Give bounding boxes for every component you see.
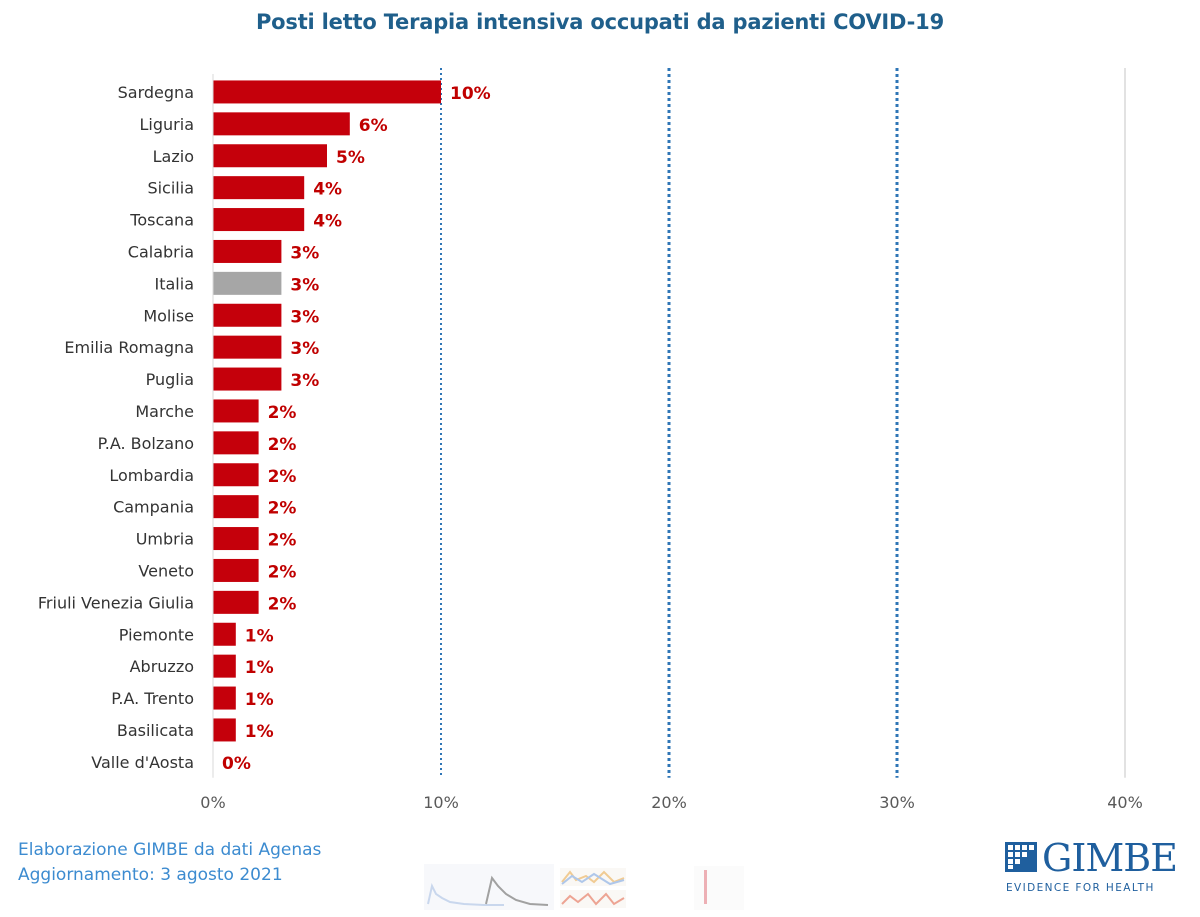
update-note: Aggiornamento: 3 agosto 2021 xyxy=(18,865,283,885)
bar xyxy=(213,112,350,136)
category-label: Liguria xyxy=(140,115,194,134)
bar xyxy=(213,303,282,327)
faded-thumbnails-strip xyxy=(424,864,744,910)
value-label: 10% xyxy=(450,84,491,104)
category-label: Umbria xyxy=(136,530,194,549)
category-label: Molise xyxy=(143,306,194,325)
bar xyxy=(213,686,236,710)
category-label: Italia xyxy=(155,274,195,293)
logo-wordmark: GIMBE xyxy=(1042,836,1178,880)
category-label: Valle d'Aosta xyxy=(91,753,194,772)
value-label: 1% xyxy=(245,690,274,710)
bar xyxy=(213,495,259,519)
bar xyxy=(213,335,282,359)
x-tick-label: 0% xyxy=(200,793,225,812)
x-tick-label: 30% xyxy=(879,793,915,812)
gimbe-logo: GIMBE EVIDENCE FOR HEALTH xyxy=(1005,836,1178,896)
bar xyxy=(213,239,282,263)
value-label: 2% xyxy=(268,467,297,487)
value-label: 2% xyxy=(268,562,297,582)
value-label: 0% xyxy=(222,754,251,774)
category-label: Marche xyxy=(135,402,194,421)
value-label: 3% xyxy=(290,275,319,295)
chart-footer: Elaborazione GIMBE da dati Agenas Aggior… xyxy=(18,838,321,888)
value-label: 2% xyxy=(268,435,297,455)
source-note: Elaborazione GIMBE da dati Agenas xyxy=(18,840,322,860)
category-label: P.A. Bolzano xyxy=(98,434,194,453)
bar xyxy=(213,176,305,200)
category-label: Basilicata xyxy=(117,721,194,740)
bar xyxy=(213,654,236,678)
x-tick-label: 20% xyxy=(651,793,687,812)
category-label: Sardegna xyxy=(118,83,194,102)
value-label: 1% xyxy=(245,626,274,646)
value-label: 2% xyxy=(268,531,297,551)
x-tick-label: 40% xyxy=(1107,793,1143,812)
value-label: 2% xyxy=(268,594,297,614)
value-label: 6% xyxy=(359,116,388,136)
value-label: 2% xyxy=(268,499,297,519)
value-label: 1% xyxy=(245,722,274,742)
bar xyxy=(213,208,305,232)
category-label: Piemonte xyxy=(119,625,194,644)
bar xyxy=(213,431,259,455)
category-label: Abruzzo xyxy=(130,657,194,676)
bar-chart: 0% 10% 20% 30% 40% Sardegna 10% Liguria 6% Lazio 5… xyxy=(38,68,1143,812)
value-label: 2% xyxy=(268,403,297,423)
category-label: Toscana xyxy=(129,211,194,230)
bar xyxy=(213,463,259,487)
bar xyxy=(213,622,236,646)
category-label: Veneto xyxy=(138,561,194,580)
category-label: Friuli Venezia Giulia xyxy=(38,593,194,612)
chart-title: Posti letto Terapia intensiva occupati d… xyxy=(255,10,945,34)
bar-italia xyxy=(213,271,282,295)
x-tick-label: 10% xyxy=(423,793,459,812)
value-label: 4% xyxy=(313,180,342,200)
value-label: 1% xyxy=(245,658,274,678)
category-label: P.A. Trento xyxy=(111,689,194,708)
value-label: 3% xyxy=(290,307,319,327)
value-label: 5% xyxy=(336,148,365,168)
bar xyxy=(213,399,259,423)
value-label: 3% xyxy=(290,339,319,359)
category-label: Lombardia xyxy=(109,466,194,485)
gimbe-logo-icon xyxy=(1005,842,1037,872)
bar xyxy=(213,558,259,582)
bar xyxy=(213,367,282,391)
value-label: 4% xyxy=(313,212,342,232)
logo-tagline: EVIDENCE FOR HEALTH xyxy=(1006,882,1155,894)
category-label: Emilia Romagna xyxy=(64,338,194,357)
category-label: Calabria xyxy=(128,242,194,261)
bar xyxy=(213,144,327,168)
category-label: Puglia xyxy=(146,370,194,389)
value-label: 3% xyxy=(290,243,319,263)
category-label: Sicilia xyxy=(147,179,194,198)
bar xyxy=(213,80,441,104)
category-label: Campania xyxy=(113,498,194,517)
bar xyxy=(213,718,236,742)
category-label: Lazio xyxy=(153,147,194,166)
value-label: 3% xyxy=(290,371,319,391)
bar xyxy=(213,527,259,551)
bar xyxy=(213,590,259,614)
